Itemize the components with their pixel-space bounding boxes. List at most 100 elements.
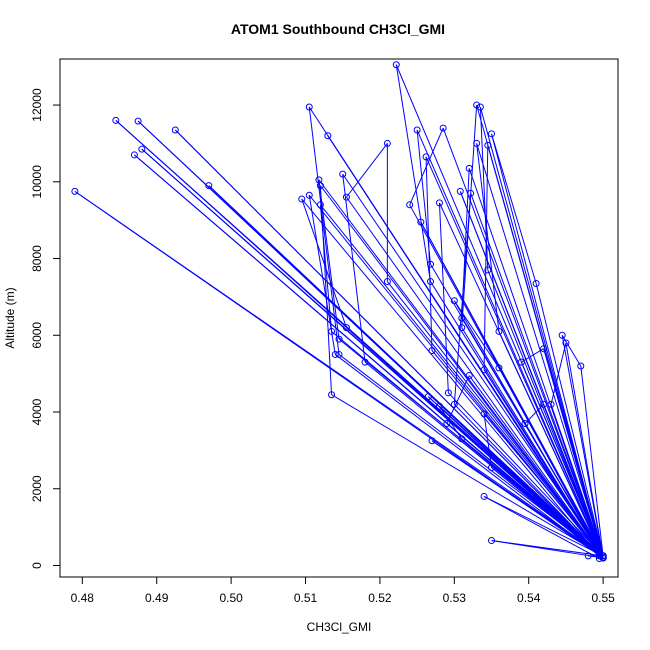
data-point (444, 389, 452, 397)
data-point (480, 410, 488, 418)
data-point (305, 191, 313, 199)
data-point (392, 61, 400, 69)
series-segment (327, 135, 604, 559)
data-point (316, 201, 324, 209)
series-segment (453, 193, 472, 405)
data-point (435, 402, 443, 410)
x-tick-label: 0.54 (517, 591, 541, 605)
data-point (205, 182, 213, 190)
data-point (599, 554, 607, 562)
series-segment (483, 495, 604, 557)
series-segment (561, 335, 604, 558)
series-segment (468, 375, 604, 559)
data-point (298, 195, 306, 203)
data-point (517, 358, 525, 366)
series-segment (580, 365, 604, 556)
data-point (305, 103, 313, 111)
x-tick-label: 0.49 (145, 591, 169, 605)
data-point (540, 400, 548, 408)
data-point (324, 132, 332, 140)
x-axis-label: CH3Cl_GMI (307, 620, 372, 634)
data-point (562, 339, 570, 347)
series-points (71, 61, 607, 563)
x-tick-label: 0.51 (294, 591, 318, 605)
data-point (342, 324, 350, 332)
series-segment (425, 156, 433, 351)
series-segment (483, 413, 493, 468)
series-segment (498, 367, 604, 557)
series-segment (453, 403, 604, 559)
data-point (547, 400, 555, 408)
series-segment (468, 168, 604, 558)
series-segment (453, 300, 604, 559)
data-point (456, 187, 464, 195)
series-segment (483, 369, 604, 557)
data-point (417, 218, 425, 226)
data-point (130, 151, 138, 159)
data-point (424, 393, 432, 401)
y-tick-label: 4000 (30, 398, 44, 425)
data-point (595, 555, 603, 563)
series-segment (470, 193, 604, 557)
data-point (595, 550, 603, 558)
data-point (383, 278, 391, 286)
data-point (422, 153, 430, 161)
series-segment (550, 342, 567, 405)
x-tick-label: 0.53 (443, 591, 467, 605)
data-point (488, 130, 496, 138)
series-segment (346, 143, 388, 198)
data-point (532, 279, 540, 287)
series-segment (334, 354, 600, 557)
data-point (595, 552, 603, 560)
series-segment (491, 540, 604, 557)
series-segment (342, 174, 366, 363)
y-tick-label: 2000 (30, 475, 44, 502)
data-point (458, 314, 466, 322)
series-lines (74, 64, 604, 560)
series-segment (346, 196, 604, 559)
data-point (450, 400, 458, 408)
series-segment (74, 190, 604, 557)
series-segment (476, 143, 500, 332)
series-segment (395, 64, 432, 282)
data-point (331, 350, 339, 358)
x-tick-label: 0.50 (219, 591, 243, 605)
series-segment (543, 348, 604, 558)
series-segment (320, 204, 604, 557)
series-segment (431, 440, 604, 559)
data-point (465, 164, 473, 172)
series-segment (438, 202, 449, 393)
series-segment (331, 394, 604, 557)
data-point (428, 347, 436, 355)
data-point (361, 358, 369, 366)
series-segment (491, 133, 604, 558)
series-segment (425, 156, 604, 559)
data-point (488, 464, 496, 472)
series-segment (453, 300, 500, 369)
data-point (473, 101, 481, 109)
series-segment (476, 143, 604, 557)
chart-title: ATOM1 Southbound CH3Cl_GMI (231, 21, 445, 37)
data-point (484, 141, 492, 149)
series-segment (427, 396, 604, 557)
data-point (339, 170, 347, 178)
data-point (335, 350, 343, 358)
data-point (413, 126, 421, 134)
data-point (443, 420, 451, 428)
y-tick-label: 10000 (30, 165, 44, 199)
data-point (328, 327, 336, 335)
plot-frame (59, 58, 619, 578)
series-segment (446, 375, 470, 424)
x-axis: 0.48 0.49 0.50 0.51 0.52 0.53 0.54 0.55 (71, 577, 615, 605)
data-point (467, 189, 475, 197)
data-point (540, 345, 548, 353)
data-point (495, 364, 503, 372)
series-segment (535, 283, 604, 557)
series-segment (318, 179, 340, 340)
y-tick-label: 12000 (30, 88, 44, 122)
data-point (558, 331, 566, 339)
data-point (465, 372, 473, 380)
series-segment (483, 145, 489, 370)
series-segment (319, 185, 333, 395)
